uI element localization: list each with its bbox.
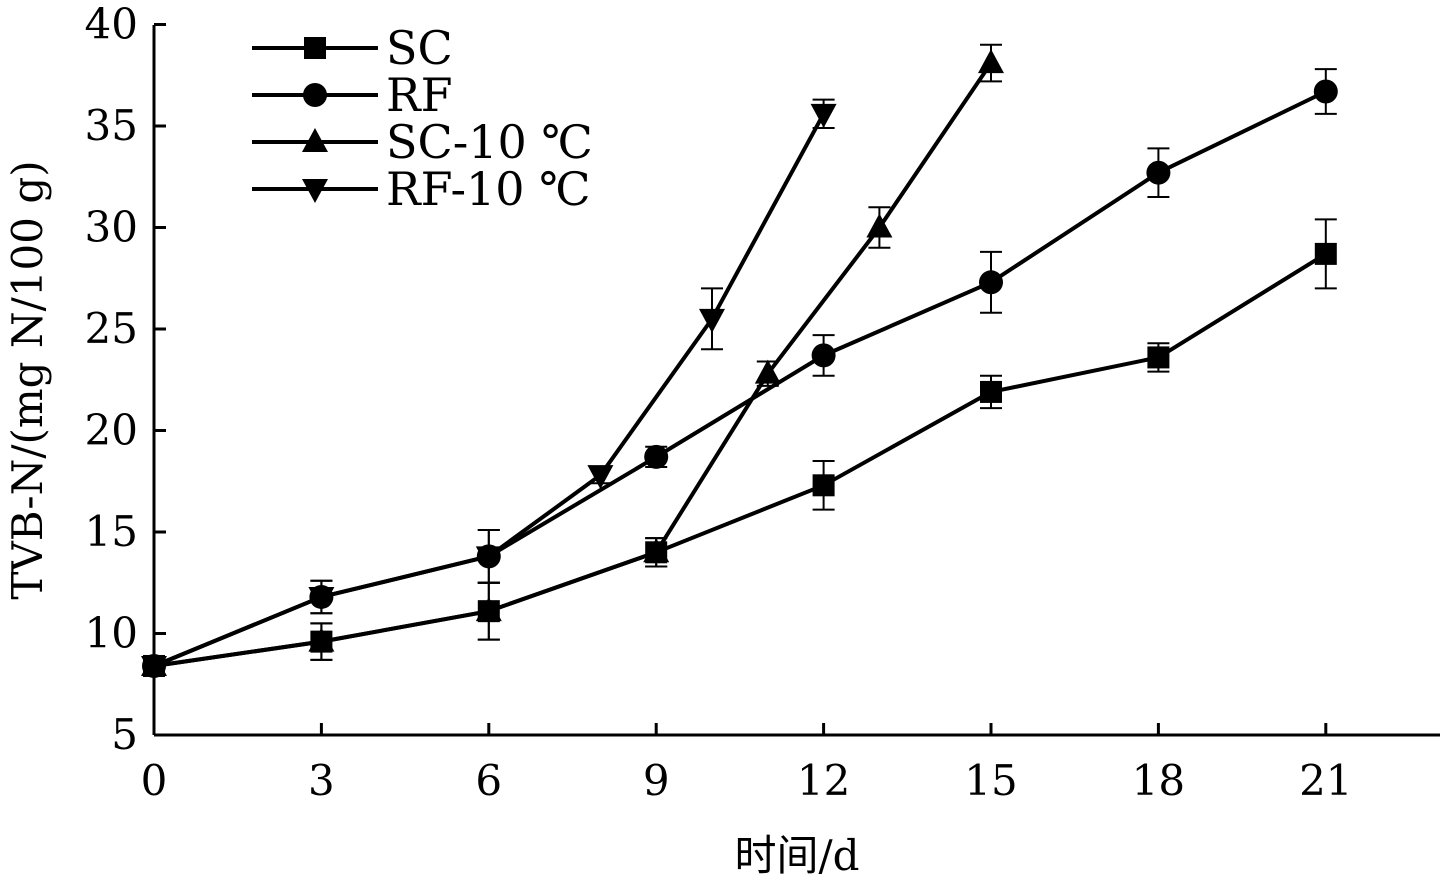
y-tick-label: 20 [85, 406, 138, 455]
y-tick-label: 15 [85, 507, 138, 556]
data-point [978, 49, 1004, 74]
data-point [1313, 79, 1338, 104]
legend-marker [304, 37, 326, 59]
legend-label: SC-10 ℃ [386, 115, 593, 169]
y-tick-label: 35 [85, 101, 138, 150]
x-tick-label: 15 [964, 756, 1017, 805]
y-tick-label: 5 [111, 710, 138, 759]
data-point [812, 474, 835, 497]
data-point [644, 444, 669, 469]
x-tick-label: 21 [1299, 756, 1352, 805]
data-point [811, 343, 836, 368]
data-point [810, 103, 837, 128]
series-layer [141, 43, 1338, 680]
data-point [979, 270, 1003, 295]
y-tick-label: 30 [85, 203, 138, 252]
data-point [1146, 160, 1171, 185]
data-point [1314, 242, 1337, 265]
x-axis-title: 时间/d [734, 831, 859, 880]
data-point [1147, 346, 1170, 369]
legend-marker [302, 128, 328, 152]
x-tick-label: 0 [141, 756, 168, 805]
series-triangle-down [141, 98, 837, 680]
data-point [866, 213, 893, 238]
data-point [643, 538, 670, 563]
series-triangle-up [141, 43, 1004, 676]
legend-marker [303, 83, 327, 107]
data-point [141, 655, 167, 680]
ticks: 0 3 6 9 12 15 18 21 5 10 15 20 25 30 35 40 [85, 0, 1353, 805]
legend-label: RF [386, 68, 453, 122]
y-tick-label: 40 [85, 0, 138, 49]
legend-label: SC [386, 21, 453, 75]
series-line [153, 112, 826, 668]
axes [152, 25, 1440, 737]
data-point [475, 546, 502, 571]
data-point [475, 597, 502, 622]
data-point [980, 380, 1002, 403]
legend-label: RF-10 ℃ [386, 162, 591, 216]
data-point [754, 359, 781, 384]
data-point [587, 465, 614, 490]
y-tick-label: 10 [85, 609, 138, 658]
legend-marker [302, 179, 328, 203]
x-tick-label: 3 [308, 756, 335, 805]
x-tick-label: 6 [475, 756, 502, 805]
x-tick-label: 18 [1132, 756, 1185, 805]
x-tick-label: 12 [797, 756, 850, 805]
y-axis-title: TVB-N/(mg N/100 g) [3, 160, 52, 599]
y-tick-label: 25 [85, 304, 138, 353]
data-point [308, 627, 335, 652]
data-point [699, 308, 725, 333]
data-point [308, 586, 335, 611]
x-tick-label: 9 [643, 756, 670, 805]
